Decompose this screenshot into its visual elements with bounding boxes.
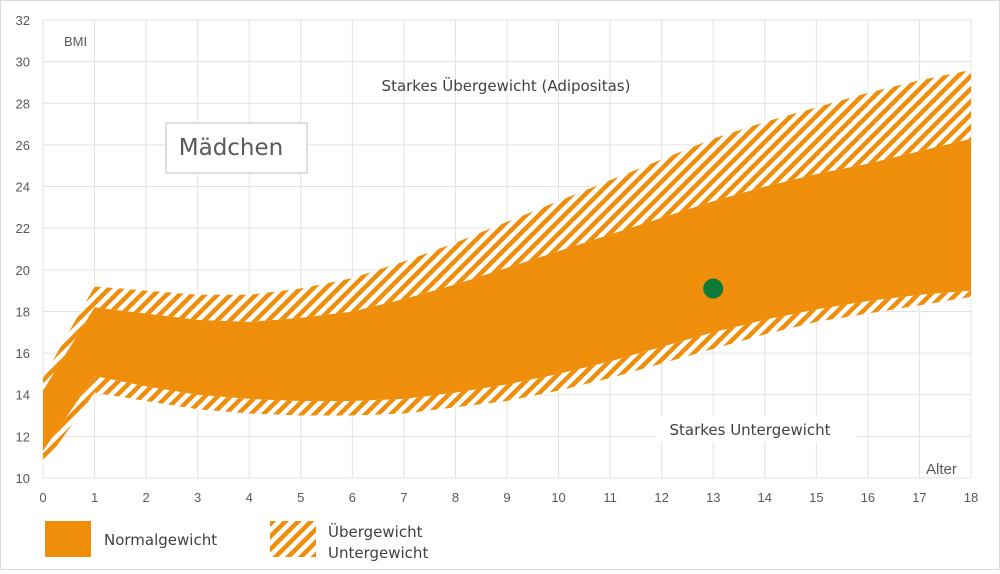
legend-swatch-normal xyxy=(45,521,91,557)
y-tick-label: 24 xyxy=(16,180,30,195)
y-tick-label: 32 xyxy=(16,13,30,28)
x-tick-label: 16 xyxy=(861,490,875,505)
x-tick-label: 17 xyxy=(912,490,926,505)
data-points xyxy=(703,278,724,299)
y-tick-label: 30 xyxy=(16,55,30,70)
x-tick-label: 10 xyxy=(551,490,565,505)
band-areas xyxy=(43,69,971,466)
x-tick-label: 7 xyxy=(400,490,407,505)
gender-box xyxy=(165,122,308,174)
y-tick-label: 14 xyxy=(16,388,30,403)
legend: Normalgewicht Übergewicht Untergewicht xyxy=(0,518,1000,574)
annotation-underweight-bg xyxy=(656,416,856,442)
area-untergewicht xyxy=(43,290,971,466)
x-tick-label: 6 xyxy=(349,490,356,505)
gender-label: Mädchen xyxy=(179,135,284,161)
legend-label-underweight: Untergewicht xyxy=(328,544,429,562)
legend-label-overweight: Übergewicht xyxy=(328,523,423,541)
x-tick-label: 13 xyxy=(706,490,720,505)
x-tick-label: 9 xyxy=(503,490,510,505)
x-tick-label: 1 xyxy=(91,490,98,505)
x-tick-label: 8 xyxy=(452,490,459,505)
area-bergewicht xyxy=(43,69,971,391)
bmi-point xyxy=(703,278,724,299)
x-tick-label: 2 xyxy=(142,490,149,505)
tick-labels: 0 1 2 3 4 5 6 7 8 9 10 11 12 13 14 15 16 17 18101214161820… xyxy=(16,13,979,505)
x-tick-label: 12 xyxy=(654,490,668,505)
x-tick-label: 18 xyxy=(964,490,978,505)
y-tick-label: 20 xyxy=(16,263,30,278)
area-normalgewicht xyxy=(43,138,971,451)
y-tick-label: 18 xyxy=(16,304,30,319)
annotation-obesity: Starkes Übergewicht (Adipositas) xyxy=(382,76,631,95)
y-tick-label: 12 xyxy=(16,429,30,444)
y-tick-label: 28 xyxy=(16,96,30,111)
x-tick-label: 3 xyxy=(194,490,201,505)
y-tick-label: 22 xyxy=(16,221,30,236)
x-tick-label: 5 xyxy=(297,490,304,505)
x-tick-label: 11 xyxy=(603,490,617,505)
y-tick-label: 10 xyxy=(16,471,30,486)
x-axis-label: Alter xyxy=(926,461,957,478)
x-tick-label: 15 xyxy=(809,490,823,505)
legend-label-normal: Normalgewicht xyxy=(104,531,218,549)
x-tick-label: 0 xyxy=(39,490,46,505)
legend-swatch-hatch xyxy=(270,521,316,557)
y-axis-label: BMI xyxy=(64,34,87,49)
x-tick-label: 14 xyxy=(758,490,772,505)
y-tick-label: 16 xyxy=(16,346,30,361)
y-tick-label: 26 xyxy=(16,138,30,153)
x-tick-label: 4 xyxy=(246,490,253,505)
annotation-underweight: Starkes Untergewicht xyxy=(669,421,830,439)
